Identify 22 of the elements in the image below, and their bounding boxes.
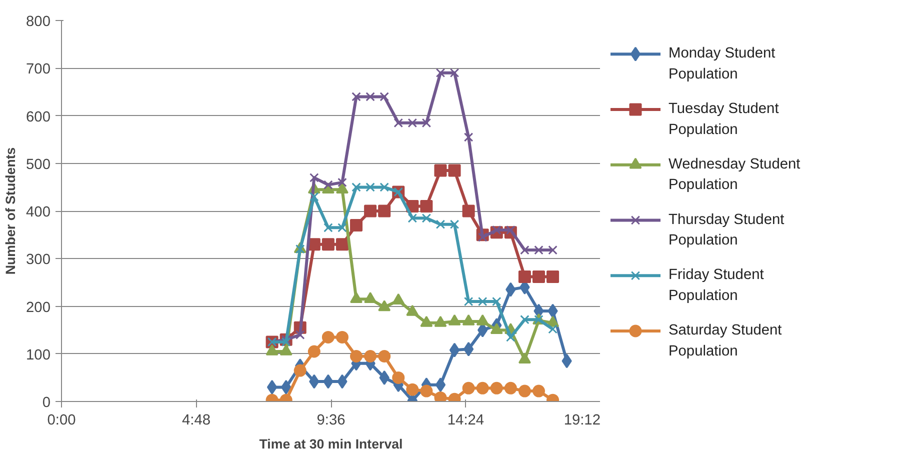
y-tick-label: 400 — [26, 204, 51, 220]
y-tick-label: 300 — [26, 252, 51, 268]
y-axis-title: Number of Students — [3, 147, 18, 275]
legend-label: Friday Student Population — [668, 267, 764, 304]
y-tick-label: 600 — [26, 109, 51, 126]
legend-label: Saturday Student Population — [668, 322, 782, 360]
x-tick-label: 4:48 — [182, 412, 211, 428]
x-tick-label: 9:36 — [316, 412, 346, 428]
legend-label: Monday Student Population — [668, 46, 776, 82]
legend-label: Wednesday Student Population — [668, 156, 800, 194]
y-tick-label: 100 — [26, 347, 51, 364]
y-tick-label: 200 — [26, 300, 51, 316]
legend-label: Thursday Student Population — [668, 212, 784, 249]
x-axis-title: Time at 30 min Interval — [259, 436, 403, 452]
x-tick-label: 0:00 — [47, 412, 76, 428]
y-tick-label: 0 — [42, 395, 51, 411]
x-tick-label: 14:24 — [447, 412, 484, 428]
y-tick-label: 500 — [26, 156, 51, 173]
y-tick-label: 700 — [26, 62, 51, 78]
legend-label: Tuesday Student Population — [668, 101, 779, 138]
y-tick-label: 800 — [26, 14, 51, 30]
x-tick-label: 19:12 — [564, 412, 601, 428]
